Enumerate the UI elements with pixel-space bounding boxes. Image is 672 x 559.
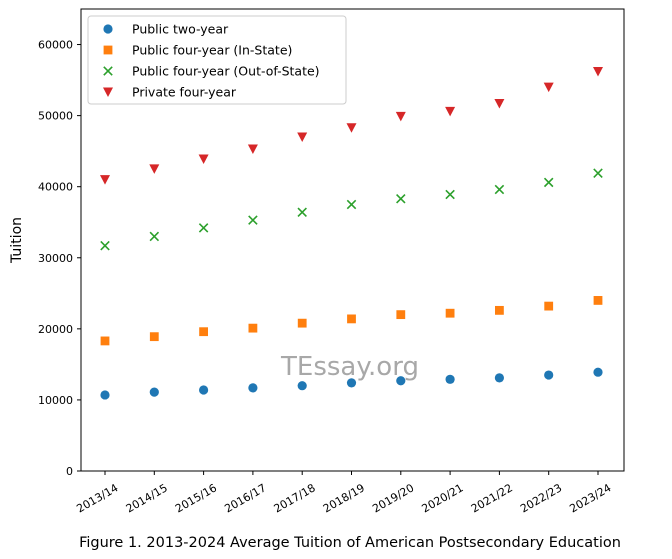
data-point (445, 374, 455, 384)
data-point (297, 381, 307, 391)
legend-label: Private four-year (132, 85, 237, 100)
data-point (395, 111, 406, 122)
y-tick-label: 40000 (38, 181, 73, 194)
data-point (445, 189, 455, 200)
data-point (396, 310, 406, 320)
data-point (445, 308, 455, 318)
legend-marker (103, 45, 113, 55)
data-point (297, 318, 307, 328)
x-tick-label: 2013/14 (74, 481, 120, 515)
x-tick-label: 2020/21 (420, 481, 466, 515)
x-tick-label: 2017/18 (272, 481, 318, 515)
data-point (297, 207, 307, 218)
data-point (593, 367, 603, 377)
plot-marks (100, 67, 603, 400)
x-tick-label: 2021/22 (469, 481, 515, 515)
data-point (593, 296, 603, 305)
legend-label: Public four-year (Out-of-State) (132, 64, 320, 79)
x-tick-label: 2014/15 (124, 481, 170, 515)
plot-frame (80, 8, 625, 472)
data-point (149, 387, 159, 397)
data-point (297, 132, 308, 142)
y-tick-label: 20000 (38, 323, 73, 336)
data-point (149, 332, 159, 342)
data-point (544, 301, 554, 311)
data-point (100, 390, 110, 400)
data-point (543, 177, 554, 188)
data-point (494, 99, 505, 109)
data-point (495, 305, 504, 315)
x-tick-label: 2023/24 (567, 481, 613, 515)
series-3 (100, 67, 603, 185)
y-tick-label: 0 (66, 465, 73, 478)
legend-marker (103, 24, 113, 34)
legend-marker (103, 87, 113, 97)
series-2 (100, 168, 603, 251)
series-1 (100, 296, 603, 346)
data-point (198, 154, 209, 164)
data-point (346, 199, 357, 210)
series-0 (100, 367, 603, 400)
data-point (248, 323, 258, 333)
x-tick-label: 2016/17 (222, 481, 268, 515)
data-point (396, 194, 406, 204)
x-tick-label: 2019/20 (370, 481, 416, 515)
watermark-text: TEssay.org (280, 352, 419, 382)
y-tick-label: 30000 (38, 252, 73, 265)
data-point (100, 175, 110, 185)
data-point (445, 106, 456, 117)
data-point (347, 314, 356, 324)
figure-caption: Figure 1. 2013-2024 Average Tuition of A… (79, 535, 621, 551)
legend: Public two-year Public four-year (In-Stat… (87, 15, 347, 105)
legend-marker (103, 66, 113, 76)
x-tick-label: 2022/23 (518, 481, 564, 515)
data-point (346, 378, 357, 388)
data-point (149, 231, 160, 242)
y-axis-title: Tuition (9, 217, 25, 264)
data-point (247, 144, 258, 155)
y-tick-label: 60000 (38, 39, 73, 52)
x-tick-label: 2015/16 (173, 481, 219, 515)
data-point (593, 168, 603, 178)
legend-label: Public four-year (In-State) (132, 43, 292, 58)
x-tick-label: 2018/19 (321, 481, 367, 515)
data-point (494, 184, 505, 195)
data-point (100, 336, 110, 346)
y-tick-label: 50000 (38, 110, 73, 123)
data-point (593, 67, 603, 77)
data-point (543, 82, 554, 93)
data-point (346, 123, 357, 133)
data-point (149, 164, 160, 174)
data-point (100, 240, 110, 251)
y-tick-label: 10000 (38, 394, 73, 407)
data-point (544, 370, 554, 380)
legend-label: Public two-year (132, 22, 229, 37)
data-point (396, 376, 406, 386)
data-point (199, 327, 208, 337)
data-point (248, 215, 258, 225)
data-point (198, 223, 209, 233)
data-point (199, 385, 209, 395)
data-point (248, 383, 258, 393)
legend-box (87, 15, 347, 105)
data-point (494, 373, 504, 383)
